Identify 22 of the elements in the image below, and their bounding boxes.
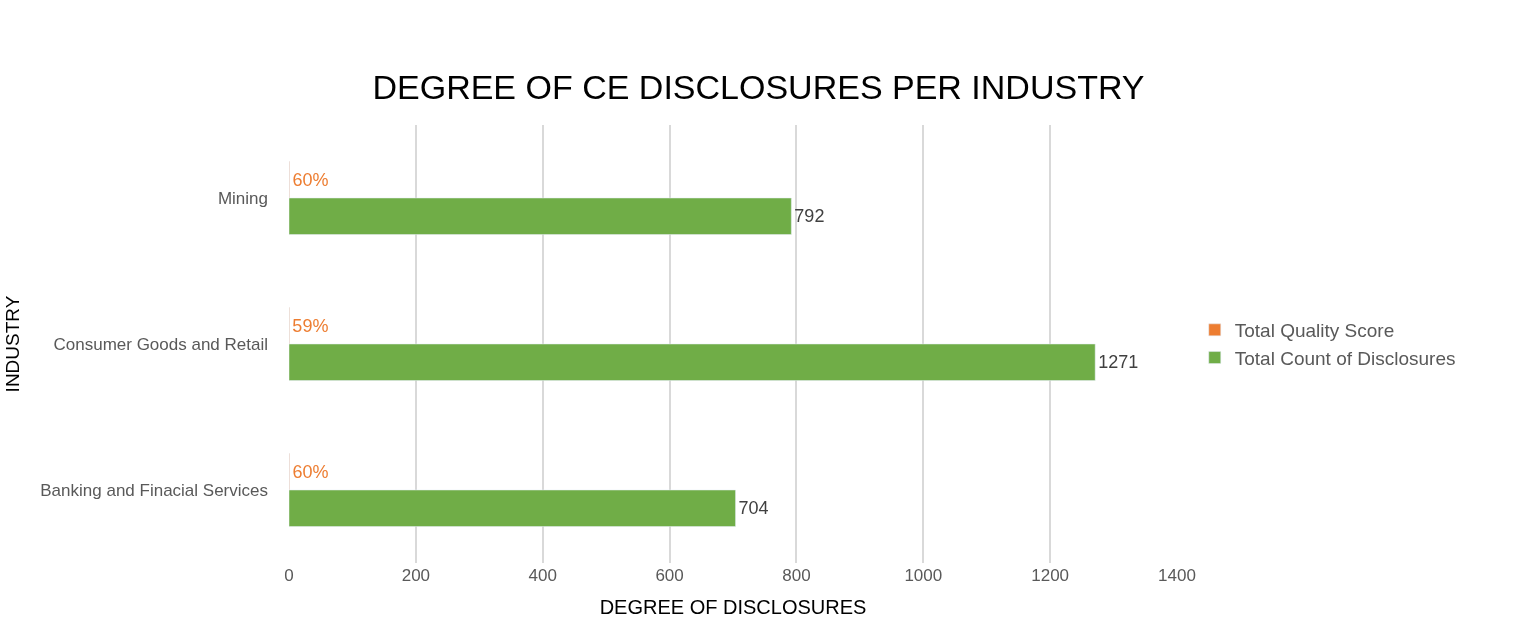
y-tick-label: Mining [217, 188, 268, 208]
data-label: 60% [292, 461, 329, 482]
x-tick-label: 1400 [1158, 566, 1196, 585]
data-label: 1271 [1098, 352, 1139, 373]
y-axis-title: INDUSTRY [2, 295, 24, 393]
y-tick-label: Banking and Finacial Services [40, 480, 268, 500]
y-tick-label: Consumer Goods and Retail [53, 334, 268, 354]
x-tick-label: 0 [284, 566, 294, 585]
x-axis-title: DEGREE OF DISCLOSURES [599, 595, 867, 618]
data-label: 60% [292, 169, 329, 190]
x-tick-label: 600 [655, 566, 684, 585]
x-tick-label: 1000 [904, 566, 943, 585]
chart-title: DEGREE OF CE DISCLOSURES PER INDUSTRY [372, 67, 1145, 106]
legend-label: Total Quality Score [1234, 320, 1395, 342]
data-label: 59% [292, 315, 329, 336]
data-label: 792 [794, 206, 825, 227]
x-tick-label: 200 [401, 566, 431, 585]
x-tick-label: 400 [528, 566, 557, 585]
x-tick-label: 1200 [1031, 566, 1070, 585]
x-tick-label: 800 [782, 566, 811, 585]
data-label: 704 [738, 498, 769, 519]
legend-label: Total Count of Disclosures [1234, 347, 1456, 369]
